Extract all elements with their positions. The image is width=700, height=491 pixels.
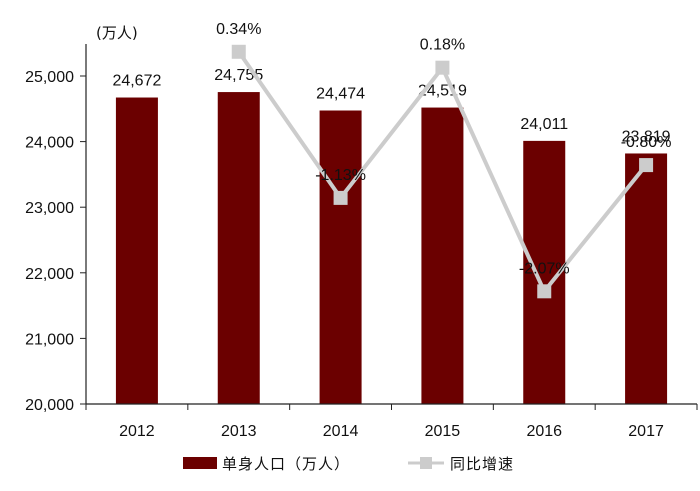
growth-marker-2013 <box>231 44 246 59</box>
growth-marker-2017 <box>639 158 654 173</box>
growth-marker-2014 <box>333 190 348 205</box>
growth-marker-2015 <box>435 60 450 75</box>
y-tick-label: 20,000 <box>25 397 74 414</box>
bar-2017 <box>625 153 668 404</box>
legend-line-marker <box>420 457 432 469</box>
bar-label-2017: 23,819 <box>622 128 671 145</box>
legend-line-label: 同比增速 <box>450 455 514 473</box>
legend-bar-label: 单身人口（万人） <box>222 455 350 473</box>
x-tick-label-2013: 2013 <box>221 423 257 440</box>
y-tick-label: 24,000 <box>25 135 74 152</box>
y-tick-label: 22,000 <box>25 266 74 283</box>
bar-label-2016: 24,011 <box>520 116 568 133</box>
axes <box>85 44 697 405</box>
bar-series <box>115 92 668 405</box>
growth-label-2016: -2.07% <box>519 260 570 277</box>
growth-label-2014: -1.13% <box>315 167 366 184</box>
x-axis-ticks: 2012 2013 2014 2015 2016 2017 <box>85 404 698 440</box>
bar-label-2014: 24,474 <box>316 86 365 103</box>
growth-line-series <box>231 44 654 299</box>
growth-marker-2016 <box>537 284 552 299</box>
x-tick-label-2016: 2016 <box>526 423 562 440</box>
bar-2012 <box>115 97 158 405</box>
x-tick-label-2015: 2015 <box>425 423 461 440</box>
bar-2014 <box>319 110 362 404</box>
y-axis-ticks: 20,000 21,000 22,000 23,000 24,000 25,000 <box>25 69 86 414</box>
growth-label-2015: 0.18% <box>420 37 465 54</box>
growth-value-labels: 0.34% -1.13% 0.18% -2.07% -0.80% <box>216 21 671 278</box>
y-unit-label: (万人) <box>96 24 138 42</box>
legend-bar-swatch <box>183 457 217 469</box>
y-tick-label: 21,000 <box>25 331 74 348</box>
x-tick-label-2017: 2017 <box>628 423 664 440</box>
bar-label-2012: 24,672 <box>112 73 161 90</box>
y-tick-label: 25,000 <box>25 69 74 86</box>
growth-label-2013: 0.34% <box>216 21 261 38</box>
x-tick-label-2012: 2012 <box>119 423 155 440</box>
y-tick-label: 23,000 <box>25 200 74 217</box>
x-tick-label-2014: 2014 <box>323 423 359 440</box>
growth-label-2017: -0.80% <box>621 134 672 151</box>
legend: 单身人口（万人） 同比增速 <box>183 455 514 473</box>
bar-2013 <box>217 92 260 405</box>
bar-2015 <box>421 107 464 405</box>
